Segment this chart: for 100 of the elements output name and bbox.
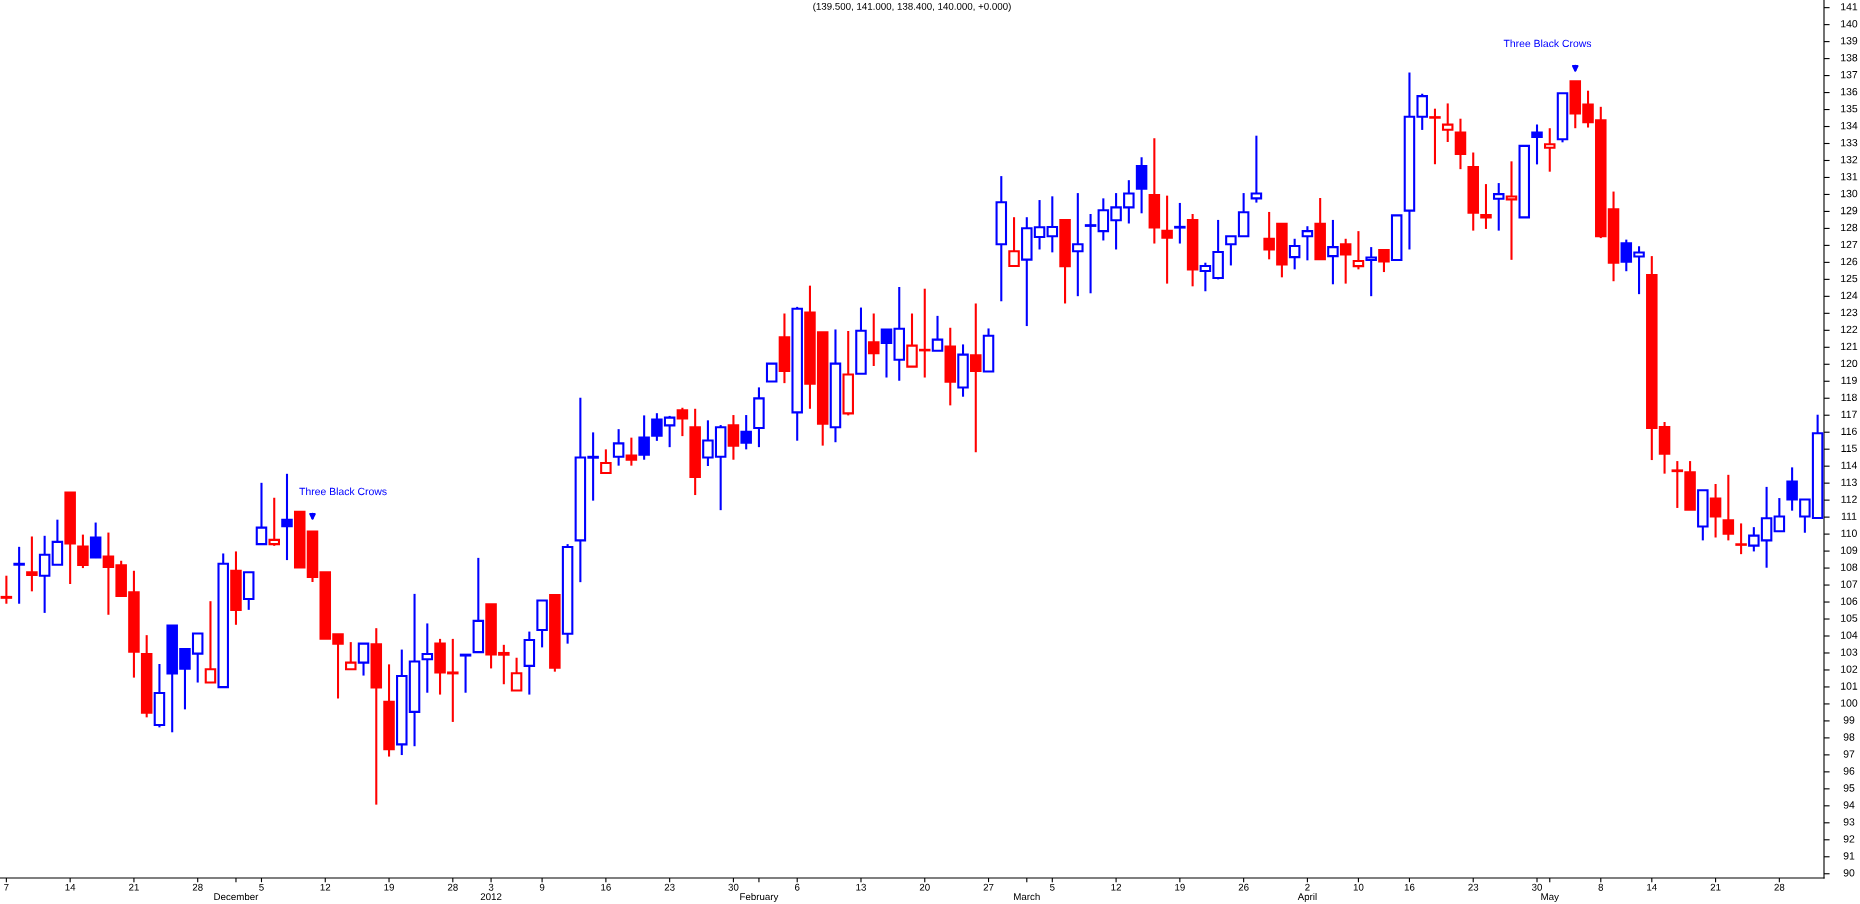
x-tick-label: 30: [1531, 883, 1543, 891]
candlestick: [612, 428, 625, 467]
x-tick-label: 19: [384, 883, 394, 891]
y-tick-label: 125: [1841, 274, 1858, 283]
x-tick-label: December: [214, 892, 259, 901]
y-tick-label: 104: [1841, 631, 1858, 639]
candlestick: [1250, 134, 1263, 204]
y-tick-label: 113: [1841, 478, 1857, 486]
x-tick-label: 5: [1049, 883, 1055, 891]
y-tick-label: 135: [1841, 104, 1858, 113]
candlestick: [1429, 107, 1441, 166]
y-tick-label: 118: [1841, 393, 1857, 402]
y-tick-label: 90: [1843, 869, 1855, 877]
y-tick-label: 112: [1841, 495, 1857, 503]
x-tick-label: 20: [919, 883, 930, 891]
y-tick-label: 114: [1841, 461, 1857, 469]
x-tick-label: 28: [192, 883, 203, 891]
candlestick: [459, 653, 472, 694]
candlestick: [0, 574, 13, 605]
candlestick: [1327, 218, 1339, 286]
candlestick: [1174, 201, 1186, 245]
candlestick: [1378, 249, 1390, 274]
y-tick-label: 115: [1841, 444, 1857, 452]
y-tick-label: 123: [1841, 308, 1858, 317]
y-tick-label: 91: [1843, 852, 1855, 860]
y-tick-label: 120: [1841, 359, 1858, 368]
candlestick: [26, 535, 38, 593]
candlestick: [51, 518, 64, 566]
y-tick-label: 131: [1841, 172, 1858, 181]
x-tick-label: March: [1014, 892, 1040, 901]
annotation: Three Black Crows: [299, 487, 387, 496]
y-tick-label: 106: [1841, 597, 1858, 605]
y-tick-label: 98: [1843, 733, 1855, 741]
x-tick-label: 13: [856, 883, 866, 891]
y-tick-label: 127: [1841, 240, 1858, 249]
x-tick-label: February: [740, 892, 779, 903]
y-tick-label: 102: [1841, 665, 1858, 673]
candlestick: [510, 656, 523, 692]
candlestick: [970, 302, 982, 454]
y-tick-label: 116: [1841, 427, 1857, 435]
candlestick: [727, 414, 740, 461]
y-tick-label: 103: [1841, 648, 1858, 656]
y-tick-label: 111: [1841, 512, 1857, 520]
x-tick-label: 26: [1238, 883, 1249, 891]
annotation: Three Black Crows: [1503, 39, 1592, 48]
y-tick-label: 119: [1841, 376, 1857, 385]
y-tick-label: 130: [1841, 189, 1858, 198]
candlestick: [1722, 473, 1735, 542]
x-tick-label: 7: [4, 883, 9, 891]
x-tick-label: 10: [1353, 883, 1364, 891]
x-tick-label: 27: [983, 883, 994, 891]
x-tick-label: 28: [447, 883, 458, 891]
candlestick: [1084, 212, 1097, 295]
y-tick-label: 124: [1841, 291, 1858, 300]
y-tick-label: 93: [1843, 818, 1855, 826]
candlestick: [867, 312, 880, 368]
candlestick: [1735, 522, 1747, 556]
y-tick-label: 108: [1841, 563, 1858, 571]
y-tick-label: 129: [1841, 206, 1858, 215]
candlestick: [89, 521, 102, 560]
candlestick: [638, 414, 650, 461]
candlestick: [625, 436, 638, 467]
y-tick-label: 126: [1841, 257, 1858, 266]
y-tick-label: 128: [1841, 223, 1858, 232]
candlestick: [1135, 156, 1148, 215]
y-tick-label: 141: [1841, 3, 1858, 11]
x-tick-label: 8: [1598, 883, 1604, 891]
y-tick-label: 95: [1843, 784, 1855, 792]
y-tick-label: 109: [1841, 546, 1858, 554]
y-tick-label: 132: [1841, 155, 1858, 164]
candlestick: [1441, 102, 1454, 144]
candlestick: [1709, 482, 1722, 539]
candlestick: [1773, 497, 1786, 533]
candlestick: [1161, 194, 1173, 285]
candlestick: [77, 533, 89, 570]
y-tick-label: 96: [1843, 767, 1855, 775]
x-tick-label: 5: [259, 883, 264, 891]
candlestick: [1339, 237, 1352, 285]
x-tick-label: 21: [129, 883, 139, 891]
x-tick-label: 23: [1468, 883, 1479, 891]
y-tick-label: 99: [1843, 716, 1855, 724]
chart-title: (139.500, 141.000, 138.400, 140.000, +0.000): [813, 2, 1011, 12]
candlestick: [38, 534, 51, 614]
x-tick-label: 16: [601, 883, 611, 891]
candlestick: [1301, 225, 1314, 262]
candlestick: [13, 545, 25, 605]
y-tick-label: 92: [1843, 835, 1855, 843]
y-tick-label: 138: [1841, 54, 1858, 62]
candlestick: [1454, 117, 1467, 171]
candlestick: [740, 414, 752, 451]
y-tick-label: 110: [1841, 529, 1857, 537]
candlestick: [1544, 127, 1556, 173]
y-tick-label: 117: [1841, 410, 1857, 418]
x-tick-label: 3 2012: [480, 883, 502, 901]
y-tick-label: 97: [1843, 750, 1855, 758]
y-tick-label: 133: [1841, 138, 1858, 147]
x-tick-label: 21: [1710, 883, 1721, 891]
y-tick-label: 107: [1841, 580, 1858, 588]
candlestick: [421, 622, 434, 694]
x-tick-label: 14: [65, 883, 76, 891]
